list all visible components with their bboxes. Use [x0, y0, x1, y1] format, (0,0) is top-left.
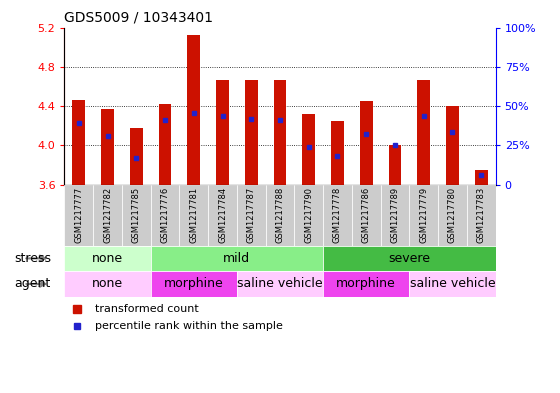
- Text: agent: agent: [14, 277, 50, 290]
- Text: severe: severe: [389, 252, 430, 265]
- Text: mild: mild: [223, 252, 250, 265]
- Bar: [179, 185, 208, 246]
- Bar: [151, 271, 237, 297]
- Bar: [245, 79, 258, 185]
- Bar: [438, 185, 467, 246]
- Bar: [389, 145, 402, 185]
- Bar: [273, 79, 287, 185]
- Bar: [216, 79, 229, 185]
- Bar: [187, 35, 200, 185]
- Text: transformed count: transformed count: [95, 304, 198, 314]
- Bar: [151, 246, 323, 271]
- Bar: [158, 104, 171, 185]
- Bar: [360, 101, 373, 185]
- Bar: [64, 185, 93, 246]
- Text: morphine: morphine: [337, 277, 396, 290]
- Bar: [122, 185, 151, 246]
- Text: GSM1217787: GSM1217787: [247, 187, 256, 243]
- Text: morphine: morphine: [164, 277, 223, 290]
- Bar: [409, 185, 438, 246]
- Bar: [475, 170, 488, 185]
- Bar: [323, 271, 409, 297]
- Text: GSM1217781: GSM1217781: [189, 187, 198, 242]
- Bar: [93, 185, 122, 246]
- Text: GSM1217783: GSM1217783: [477, 187, 486, 243]
- Bar: [446, 106, 459, 185]
- Text: GSM1217776: GSM1217776: [161, 187, 170, 243]
- Bar: [130, 128, 143, 185]
- Text: percentile rank within the sample: percentile rank within the sample: [95, 321, 282, 331]
- Bar: [265, 185, 295, 246]
- Text: GSM1217785: GSM1217785: [132, 187, 141, 242]
- Text: GSM1217778: GSM1217778: [333, 187, 342, 243]
- Bar: [323, 185, 352, 246]
- Text: none: none: [92, 252, 123, 265]
- Bar: [101, 109, 114, 185]
- Bar: [331, 121, 344, 185]
- Text: none: none: [92, 277, 123, 290]
- Text: saline vehicle: saline vehicle: [237, 277, 323, 290]
- Text: saline vehicle: saline vehicle: [410, 277, 495, 290]
- Bar: [208, 185, 237, 246]
- Bar: [72, 100, 85, 185]
- Text: GSM1217784: GSM1217784: [218, 187, 227, 242]
- Bar: [237, 185, 265, 246]
- Text: GSM1217786: GSM1217786: [362, 187, 371, 243]
- Text: GSM1217789: GSM1217789: [390, 187, 399, 242]
- Bar: [302, 114, 315, 185]
- Text: GSM1217780: GSM1217780: [448, 187, 457, 242]
- Bar: [381, 185, 409, 246]
- Bar: [64, 271, 151, 297]
- Bar: [467, 185, 496, 246]
- Text: GSM1217779: GSM1217779: [419, 187, 428, 242]
- Text: GSM1217782: GSM1217782: [103, 187, 112, 242]
- Bar: [409, 271, 496, 297]
- Text: GDS5009 / 10343401: GDS5009 / 10343401: [64, 11, 213, 25]
- Bar: [295, 185, 323, 246]
- Text: stress: stress: [14, 252, 51, 265]
- Text: GSM1217777: GSM1217777: [74, 187, 83, 243]
- Text: GSM1217790: GSM1217790: [304, 187, 313, 242]
- Bar: [417, 79, 430, 185]
- Bar: [237, 271, 323, 297]
- Bar: [151, 185, 179, 246]
- Bar: [64, 246, 151, 271]
- Bar: [323, 246, 496, 271]
- Text: GSM1217788: GSM1217788: [276, 187, 284, 243]
- Bar: [352, 185, 381, 246]
